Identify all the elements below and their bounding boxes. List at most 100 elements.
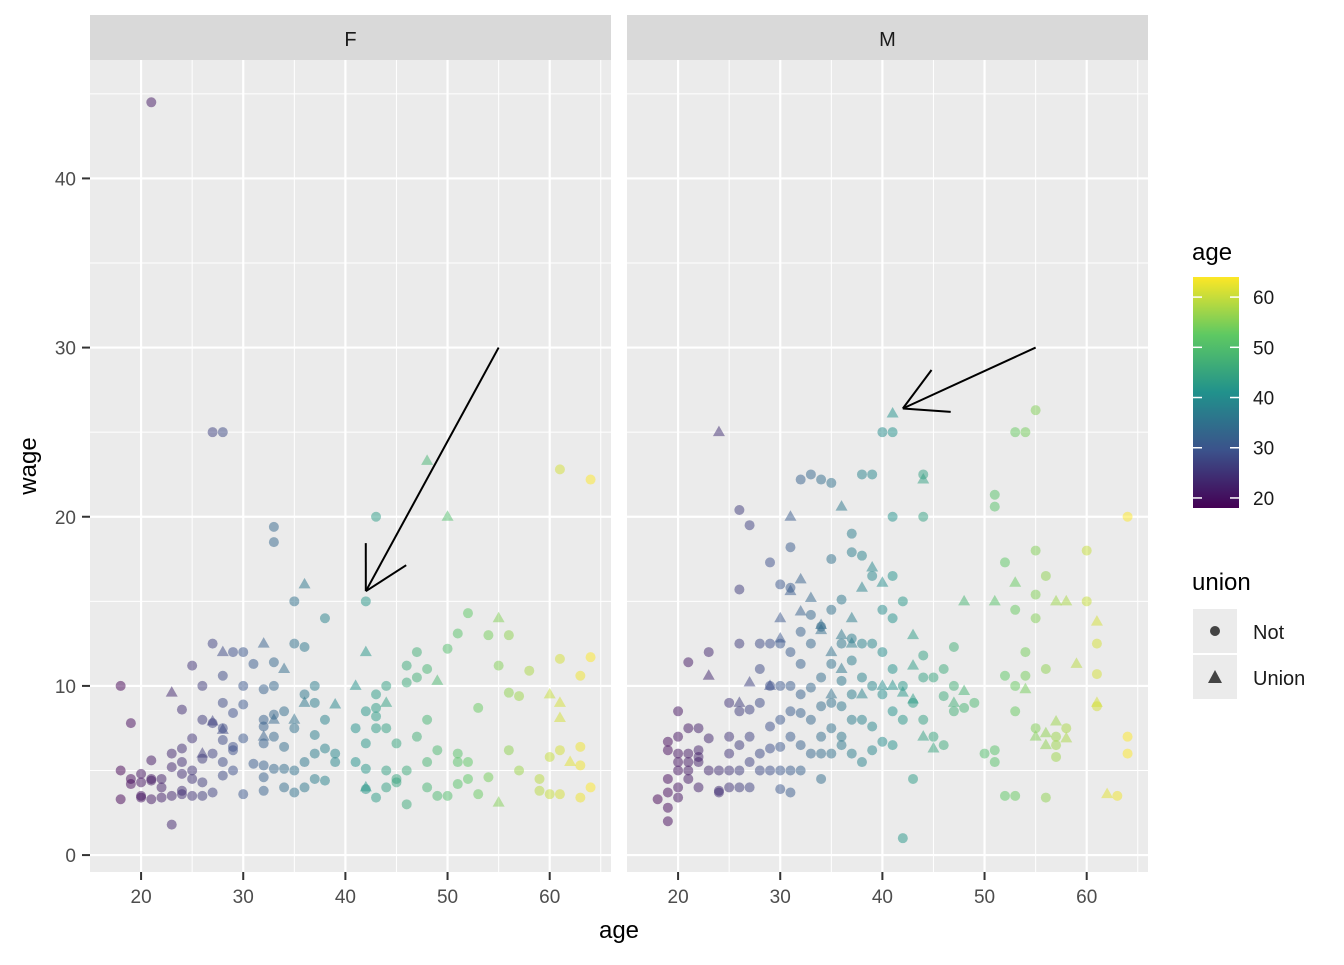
data-point-not — [177, 705, 187, 715]
data-point-not — [361, 706, 371, 716]
x-axis-title: age — [599, 917, 639, 944]
data-point-not — [663, 774, 673, 784]
data-point-not — [724, 698, 734, 708]
data-point-not — [402, 799, 412, 809]
data-point-not — [361, 738, 371, 748]
data-point-not — [504, 630, 514, 640]
data-point-not — [534, 774, 544, 784]
data-point-not — [422, 715, 432, 725]
data-point-not — [1010, 706, 1020, 716]
data-point-not — [867, 571, 877, 581]
x-tick-label: 60 — [539, 887, 560, 908]
data-point-not — [432, 745, 442, 755]
data-point-not — [228, 708, 238, 718]
data-point-not — [847, 656, 857, 666]
data-point-not — [443, 791, 453, 801]
data-point-not — [545, 789, 555, 799]
data-point-not — [1123, 512, 1133, 522]
x-tick-label: 20 — [131, 887, 152, 908]
data-point-not — [381, 766, 391, 776]
data-point-not — [734, 584, 744, 594]
data-point-not — [289, 596, 299, 606]
data-point-not — [888, 706, 898, 716]
data-point-not — [443, 644, 453, 654]
y-tick-label: 10 — [55, 677, 76, 698]
data-point-not — [755, 749, 765, 759]
data-point-not — [187, 733, 197, 743]
data-point-not — [453, 757, 463, 767]
data-point-not — [714, 787, 724, 797]
x-tick-label: 40 — [335, 887, 356, 908]
data-point-not — [847, 689, 857, 699]
data-point-not — [320, 613, 330, 623]
data-point-not — [514, 766, 524, 776]
data-point-not — [453, 779, 463, 789]
data-point-not — [939, 664, 949, 674]
data-point-not — [663, 803, 673, 813]
data-point-not — [555, 789, 565, 799]
data-point-not — [279, 764, 289, 774]
data-point-not — [796, 740, 806, 750]
data-point-not — [928, 732, 938, 742]
data-point-not — [857, 672, 867, 682]
data-point-not — [806, 683, 816, 693]
shape-legend-label-union: Union — [1253, 668, 1305, 690]
data-point-not — [402, 678, 412, 688]
data-point-not — [483, 772, 493, 782]
data-point-not — [806, 469, 816, 479]
data-point-not — [796, 766, 806, 776]
data-point-not — [381, 782, 391, 792]
data-point-not — [745, 705, 755, 715]
data-point-not — [826, 749, 836, 759]
data-point-not — [765, 722, 775, 732]
data-point-not — [745, 732, 755, 742]
data-point-not — [146, 776, 156, 786]
data-point-not — [391, 777, 401, 787]
data-point-not — [300, 782, 310, 792]
x-tick-label: 40 — [872, 887, 893, 908]
x-tick-label: 50 — [974, 887, 995, 908]
data-point-not — [867, 745, 877, 755]
data-point-not — [918, 715, 928, 725]
data-point-not — [1112, 791, 1122, 801]
data-point-not — [816, 732, 826, 742]
data-point-not — [218, 735, 228, 745]
data-point-not — [918, 650, 928, 660]
data-point-not — [187, 774, 197, 784]
shape-legend: union Not Union — [1192, 569, 1305, 699]
data-point-not — [888, 664, 898, 674]
data-point-not — [857, 551, 867, 561]
data-point-not — [949, 642, 959, 652]
data-point-not — [534, 786, 544, 796]
data-point-not — [575, 742, 585, 752]
data-point-not — [279, 706, 289, 716]
data-point-not — [197, 791, 207, 801]
data-point-not — [422, 757, 432, 767]
data-point-not — [197, 681, 207, 691]
data-point-not — [197, 715, 207, 725]
data-point-not — [228, 766, 238, 776]
data-point-not — [146, 755, 156, 765]
data-point-not — [371, 793, 381, 803]
data-point-not — [734, 706, 744, 716]
data-point-not — [704, 766, 714, 776]
data-point-not — [197, 777, 207, 787]
data-point-not — [1051, 752, 1061, 762]
data-point-not — [918, 512, 928, 522]
data-point-not — [126, 718, 136, 728]
data-point-not — [775, 681, 785, 691]
data-point-not — [949, 706, 959, 716]
data-point-not — [1041, 793, 1051, 803]
data-point-not — [765, 744, 775, 754]
data-point-not — [167, 762, 177, 772]
data-point-not — [714, 766, 724, 776]
data-point-not — [381, 681, 391, 691]
data-point-not — [463, 608, 473, 618]
data-point-not — [837, 701, 847, 711]
data-point-not — [969, 698, 979, 708]
data-point-not — [248, 659, 258, 669]
data-point-not — [402, 766, 412, 776]
data-point-not — [990, 757, 1000, 767]
